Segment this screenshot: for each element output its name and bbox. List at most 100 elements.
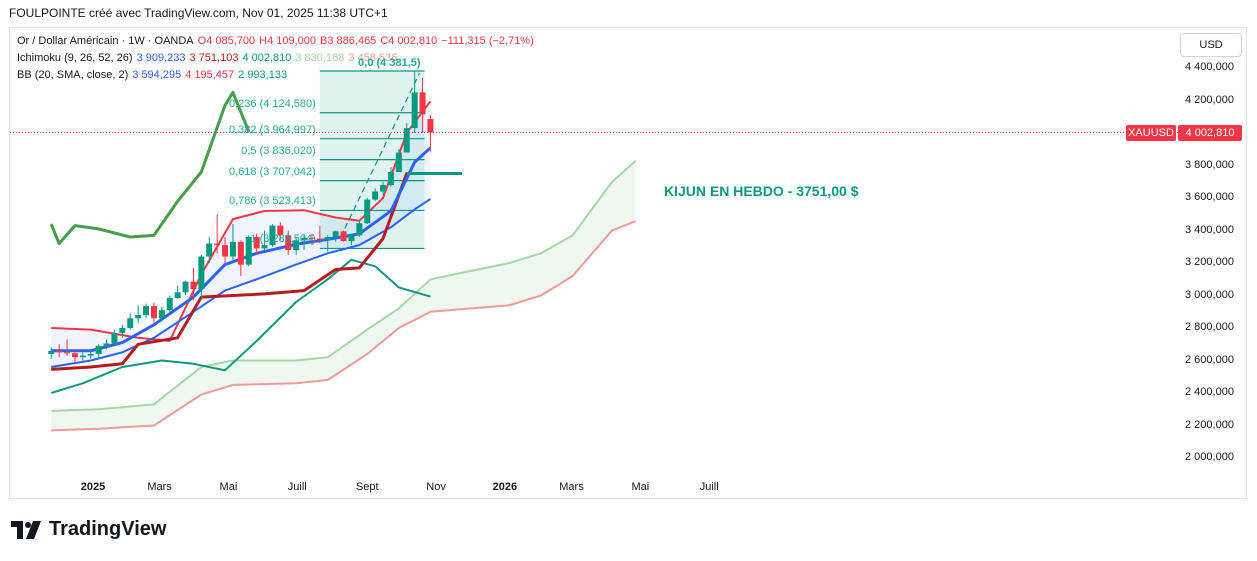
- fib-level-label: 1 (3 289,504): [250, 233, 316, 246]
- candle[interactable]: [411, 71, 418, 133]
- candle[interactable]: [56, 344, 63, 358]
- time-tick-label: Mai: [631, 481, 650, 493]
- candle[interactable]: [293, 237, 300, 255]
- plot-area[interactable]: [48, 70, 637, 432]
- candle[interactable]: [214, 214, 221, 254]
- candle[interactable]: [87, 349, 94, 359]
- candle-body: [87, 354, 94, 356]
- candle-body: [206, 243, 213, 257]
- candle-body: [285, 235, 292, 250]
- senkou-a-line[interactable]: [51, 159, 637, 412]
- candle[interactable]: [308, 233, 315, 246]
- candle-body: [103, 343, 110, 346]
- candle-body: [237, 241, 244, 265]
- legend-ichimoku[interactable]: Ichimoku (9, 26, 52, 26) 3 909,233 3 751,1…: [17, 52, 401, 64]
- time-tick-label: 2025: [80, 481, 106, 493]
- candle-body: [411, 92, 418, 129]
- fib-level-label: 0,786 (3 523,413): [228, 195, 316, 208]
- candle-body: [372, 191, 379, 200]
- kijun-annotation[interactable]: KIJUN EN HEBDO - 3751,00 $: [664, 183, 859, 199]
- candle[interactable]: [64, 339, 71, 356]
- bb-lower-line[interactable]: [51, 198, 431, 368]
- kijun-line[interactable]: [51, 172, 431, 371]
- time-tick-label: Mai: [219, 481, 238, 493]
- candle[interactable]: [237, 240, 244, 276]
- candle[interactable]: [222, 237, 229, 263]
- candle[interactable]: [301, 233, 308, 250]
- candle[interactable]: [143, 303, 150, 319]
- chikou-line[interactable]: [49, 90, 251, 245]
- candle-body: [143, 306, 150, 315]
- price-tick-label: 3 600,000: [1185, 191, 1234, 203]
- legend-symbol[interactable]: Or / Dollar Américain · 1W · OANDA O4 085…: [17, 35, 538, 47]
- candle[interactable]: [316, 225, 323, 244]
- time-tick-label: Sept: [355, 481, 379, 493]
- candle-body: [158, 310, 165, 319]
- candle[interactable]: [356, 220, 363, 237]
- candle-body: [427, 119, 434, 133]
- candle[interactable]: [71, 349, 78, 364]
- candle[interactable]: [403, 123, 410, 153]
- legend-symbol-item-0: Or / Dollar Américain · 1W · OANDA: [17, 35, 194, 47]
- candle[interactable]: [182, 280, 189, 296]
- candle[interactable]: [269, 224, 276, 247]
- legend-symbol-item-5: −111,315 (−2,71%): [441, 35, 534, 47]
- bb-upper-line[interactable]: [51, 100, 432, 342]
- candle[interactable]: [198, 254, 205, 301]
- candle-body: [340, 231, 347, 242]
- candle[interactable]: [229, 224, 236, 263]
- tradingview-logo[interactable]: TradingView: [11, 518, 166, 541]
- lagging-line[interactable]: [50, 258, 431, 394]
- candle[interactable]: [166, 295, 173, 316]
- candle[interactable]: [127, 313, 134, 330]
- candle-body: [150, 306, 157, 319]
- candle[interactable]: [261, 230, 268, 251]
- candle-body: [79, 355, 86, 358]
- candle[interactable]: [119, 324, 126, 338]
- candle[interactable]: [364, 198, 371, 224]
- senkou-b-line[interactable]: [51, 220, 637, 432]
- candle[interactable]: [206, 237, 213, 263]
- candle[interactable]: [150, 302, 157, 324]
- candle[interactable]: [348, 233, 355, 246]
- candle-body: [277, 225, 284, 236]
- candle[interactable]: [395, 149, 402, 172]
- candle-body: [127, 318, 134, 328]
- legend-symbol-item-4: C4 002,810: [380, 35, 438, 47]
- candle-body: [166, 297, 173, 311]
- candle-body: [356, 223, 363, 236]
- chart-frame[interactable]: [9, 27, 1247, 499]
- candle[interactable]: [340, 230, 347, 242]
- candle[interactable]: [332, 230, 339, 242]
- legend-bb-item-0: BB (20, SMA, close, 2): [17, 69, 129, 81]
- candle[interactable]: [95, 344, 102, 358]
- candle-body: [348, 235, 355, 242]
- candle[interactable]: [380, 181, 387, 195]
- candle[interactable]: [419, 77, 426, 133]
- candle[interactable]: [245, 235, 252, 267]
- candle[interactable]: [111, 329, 118, 345]
- candle[interactable]: [135, 305, 142, 324]
- candle[interactable]: [285, 230, 292, 255]
- candle-body: [316, 238, 323, 241]
- candle[interactable]: [158, 306, 165, 322]
- fib-trend-line[interactable]: [344, 72, 421, 229]
- candle[interactable]: [387, 167, 394, 187]
- candle[interactable]: [253, 233, 260, 255]
- legend-bollinger[interactable]: BB (20, SMA, close, 2) 3 594,295 4 195,457…: [17, 69, 291, 81]
- candle-body: [229, 241, 236, 257]
- candle[interactable]: [190, 267, 197, 301]
- candle[interactable]: [103, 339, 110, 350]
- candle[interactable]: [48, 347, 55, 359]
- candle[interactable]: [324, 235, 331, 252]
- candle[interactable]: [79, 352, 86, 361]
- candle[interactable]: [372, 188, 379, 202]
- currency-button[interactable]: USD: [1180, 33, 1242, 57]
- candle[interactable]: [174, 285, 181, 299]
- bollinger-fill: [51, 101, 431, 368]
- candle-body: [182, 281, 189, 293]
- time-tick-label: Juill: [287, 481, 307, 493]
- candle[interactable]: [427, 115, 434, 152]
- candle[interactable]: [277, 222, 284, 241]
